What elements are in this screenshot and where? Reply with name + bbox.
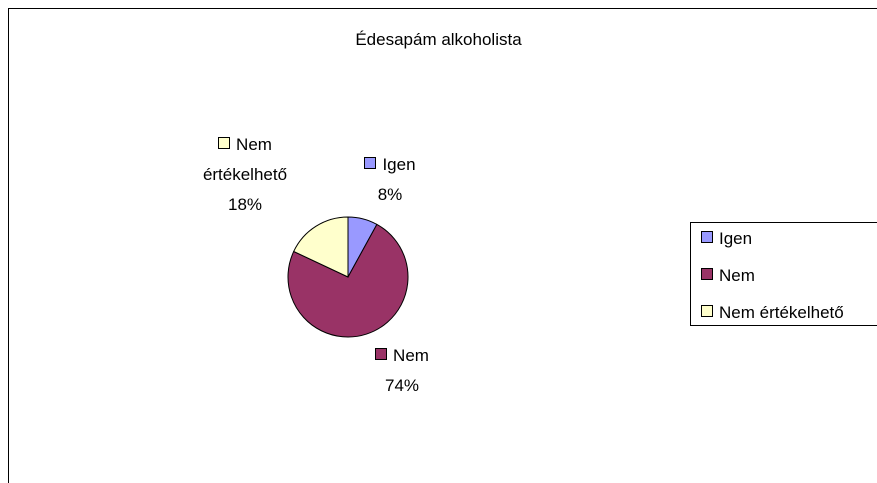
pie-slice: [287, 223, 409, 338]
label-category: Igen: [382, 155, 416, 174]
label-category: Nem: [393, 346, 429, 365]
label-value: 8%: [377, 185, 403, 204]
data-label: Nem értékelhető 18%: [180, 130, 310, 220]
pie-slice: [293, 216, 349, 278]
label-value: 18%: [227, 195, 263, 214]
legend-swatch: [701, 305, 713, 317]
label-swatch: [375, 348, 388, 360]
legend-swatch: [701, 268, 713, 280]
legend-item: Nem: [701, 266, 755, 286]
label-value: 74%: [384, 376, 420, 395]
legend-label: Nem értékelhető: [719, 303, 844, 322]
legend: Igen Nem Nem értékelhető: [690, 222, 877, 326]
chart-title: Édesapám alkoholista: [355, 30, 522, 49]
legend-label: Igen: [719, 229, 753, 248]
label-swatch: [364, 157, 377, 169]
legend-label: Nem: [719, 266, 755, 285]
data-label: Igen 8%: [350, 150, 430, 210]
legend-item: Igen: [701, 229, 752, 249]
chart-frame: [8, 8, 877, 483]
data-label: Nem 74%: [362, 341, 442, 401]
label-category: Nem értékelhető: [202, 135, 288, 184]
legend-item: Nem értékelhető: [701, 303, 844, 323]
label-swatch: [218, 137, 231, 149]
legend-swatch: [701, 231, 713, 243]
